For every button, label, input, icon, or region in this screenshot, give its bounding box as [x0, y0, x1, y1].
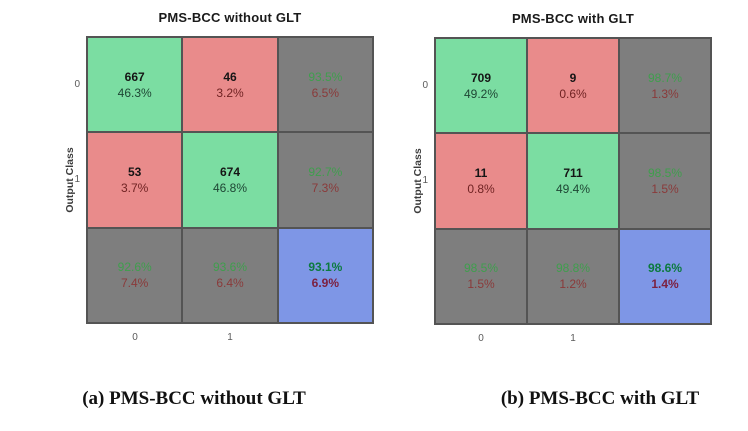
cell-r2c0-col-summary: 98.5% 1.5%	[436, 229, 526, 323]
cell-percent-correct: 93.5%	[308, 69, 343, 84]
cell-r2c2-overall: 98.6% 1.4%	[620, 229, 710, 323]
cell-r1c2-row-summary: 98.5% 1.5%	[620, 134, 710, 228]
cell-count: 53	[127, 164, 142, 179]
cell-count: 709	[470, 70, 492, 85]
cell-r0c1: 46 3.2%	[183, 38, 277, 132]
cell-r2c1-col-summary: 98.8% 1.2%	[528, 229, 618, 323]
cell-percent: 3.2%	[216, 85, 244, 100]
cell-r0c2-row-summary: 98.7% 1.3%	[620, 39, 710, 133]
x-tick-0: 0	[132, 332, 138, 343]
x-tick-1: 1	[227, 332, 233, 343]
cell-percent-correct: 93.1%	[308, 260, 343, 275]
confusion-matrix-without-glt: PMS-BCC without GLT Output Class 0 1 667…	[46, 10, 386, 360]
y-tick-0: 0	[422, 80, 428, 91]
y-tick-1: 1	[74, 174, 80, 185]
cell-r2c0-col-summary: 92.6% 7.4%	[88, 228, 182, 322]
plot-title: PMS-BCC with GLT	[511, 11, 635, 26]
cell-count: 674	[219, 164, 240, 179]
cell-r0c1: 9 0.6%	[528, 39, 618, 133]
cell-count: 9	[569, 70, 577, 85]
cell-percent-error: 7.4%	[120, 276, 149, 291]
y-tick-0: 0	[74, 79, 80, 90]
cell-percent: 49.2%	[463, 86, 499, 101]
x-tick-1: 1	[570, 333, 576, 344]
matrix-grid: 667 46.3% 46 3.2% 93.5% 6.5% 53 3.7% 674…	[86, 36, 374, 324]
cell-percent: 46.8%	[212, 180, 247, 195]
cell-r0c0: 709 49.2%	[436, 39, 526, 133]
cell-count: 46	[223, 69, 237, 84]
cell-percent-correct: 93.6%	[212, 260, 247, 275]
cell-count: 711	[563, 165, 583, 180]
cell-percent-error: 6.9%	[311, 276, 339, 291]
cell-percent-correct: 92.7%	[308, 164, 343, 179]
cell-r0c2-row-summary: 93.5% 6.5%	[278, 38, 372, 132]
cell-percent-correct: 92.6%	[117, 260, 152, 275]
cell-count: 11	[474, 165, 488, 180]
cell-percent-correct: 98.5%	[463, 261, 499, 276]
cell-percent: 3.7%	[120, 180, 149, 195]
cell-percent: 46.3%	[117, 85, 152, 100]
cell-percent-error: 6.4%	[216, 276, 244, 291]
cell-r2c1-col-summary: 93.6% 6.4%	[183, 228, 277, 322]
matrix-grid: 709 49.2% 9 0.6% 98.7% 1.3% 11 0.8% 711 …	[434, 37, 712, 325]
cell-percent: 0.6%	[559, 86, 587, 101]
cell-percent-error: 1.5%	[651, 181, 679, 196]
cell-count: 667	[124, 69, 145, 84]
confusion-matrix-with-glt: PMS-BCC with GLT Output Class 0 1 709 49…	[394, 11, 734, 361]
cell-percent-error: 1.4%	[651, 277, 679, 292]
cell-r1c0: 11 0.8%	[436, 134, 526, 228]
cell-r0c0: 667 46.3%	[88, 38, 182, 132]
cell-percent-correct: 98.7%	[647, 70, 683, 85]
cell-r1c2-row-summary: 92.7% 7.3%	[278, 133, 372, 227]
cell-percent: 49.4%	[555, 181, 591, 196]
cell-r1c1: 674 46.8%	[183, 133, 277, 227]
cell-percent-correct: 98.5%	[647, 165, 683, 180]
caption-a: (a) PMS-BCC without GLT	[82, 388, 306, 409]
cell-r2c2-overall: 93.1% 6.9%	[278, 228, 372, 322]
cell-percent-error: 1.3%	[651, 86, 679, 101]
cell-percent-error: 1.2%	[559, 277, 587, 292]
x-tick-0: 0	[478, 333, 484, 344]
cell-percent-error: 1.5%	[467, 277, 495, 292]
cell-percent-error: 6.5%	[311, 85, 339, 100]
cell-percent-correct: 98.6%	[647, 261, 683, 276]
plot-title: PMS-BCC without GLT	[158, 10, 302, 25]
cell-r1c1: 711 49.4%	[528, 134, 618, 228]
cell-percent-correct: 98.8%	[555, 261, 591, 276]
cell-r1c0: 53 3.7%	[88, 133, 182, 227]
caption-b: (b) PMS-BCC with GLT	[500, 388, 700, 409]
cell-percent: 0.8%	[467, 181, 495, 196]
cell-percent-error: 7.3%	[311, 180, 339, 195]
y-tick-1: 1	[422, 175, 428, 186]
